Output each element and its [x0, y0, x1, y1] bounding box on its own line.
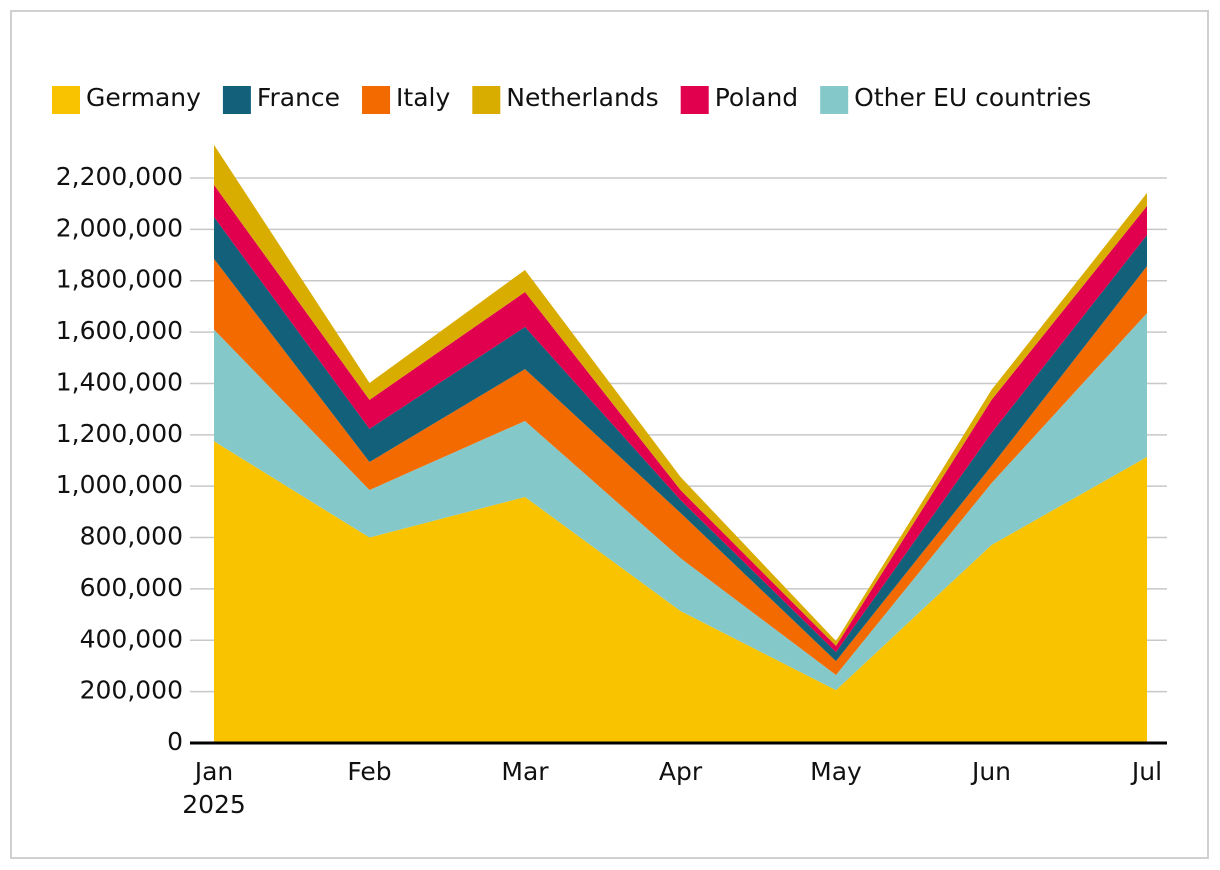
y-tick-label: 600,000	[80, 573, 183, 602]
legend-swatch	[820, 86, 849, 114]
legend-label: France	[257, 83, 340, 112]
area	[214, 144, 1147, 646]
x-tick-label: Mar	[501, 757, 549, 786]
area	[214, 441, 1147, 743]
legend-swatch	[52, 86, 80, 114]
area	[214, 313, 1147, 691]
y-tick-label: 1,000,000	[56, 470, 183, 499]
x-tick-label: Feb	[347, 757, 391, 786]
x-year-label: 2025	[182, 790, 246, 819]
legend-swatch	[222, 86, 251, 114]
y-tick-label: 1,400,000	[56, 367, 183, 396]
area	[214, 184, 1147, 653]
legend-label: Netherlands	[506, 83, 658, 112]
y-tick-label: 2,200,000	[56, 162, 183, 191]
legend-swatch	[362, 86, 391, 114]
y-tick-label: 200,000	[80, 676, 183, 705]
x-tick-label: May	[810, 757, 862, 786]
y-tick-label: 0	[167, 727, 183, 756]
x-tick-label: Apr	[659, 757, 703, 786]
y-tick-label: 400,000	[80, 624, 183, 653]
y-tick-label: 1,200,000	[56, 419, 183, 448]
y-tick-label: 1,600,000	[56, 316, 183, 345]
legend-swatch	[472, 86, 501, 114]
y-tick-label: 1,800,000	[56, 265, 183, 294]
area	[214, 258, 1147, 675]
x-tick-label: Jul	[1130, 757, 1162, 786]
y-tick-label: 800,000	[80, 522, 183, 551]
legend-label: Germany	[86, 83, 201, 112]
area	[214, 217, 1147, 662]
x-tick-label: Jun	[970, 757, 1011, 786]
legend-label: Poland	[715, 83, 798, 112]
legend-label: Other EU countries	[854, 83, 1091, 112]
legend-swatch	[680, 86, 709, 114]
x-tick-label: Jan	[193, 757, 234, 786]
y-tick-label: 2,000,000	[56, 213, 183, 242]
legend-label: Italy	[396, 83, 450, 112]
